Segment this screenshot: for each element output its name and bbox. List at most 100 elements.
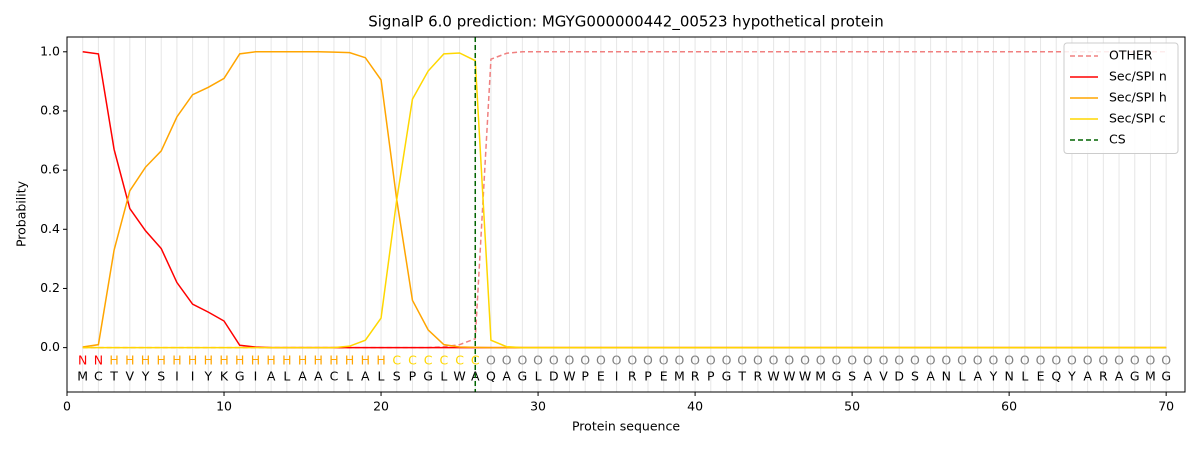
x-tick-label: 30 (530, 399, 546, 414)
residue: L (283, 369, 290, 384)
residue: E (1037, 369, 1045, 384)
residue: A (864, 369, 873, 384)
residue: P (409, 369, 417, 384)
residue: G (235, 369, 245, 384)
region-label: O (784, 353, 794, 368)
region-label: O (989, 353, 999, 368)
residue: P (644, 369, 652, 384)
region-label: O (831, 353, 841, 368)
y-tick-label: 1.0 (40, 43, 60, 58)
residue: A (926, 369, 935, 384)
region-label: O (1146, 353, 1156, 368)
residue: E (660, 369, 668, 384)
region-label: H (266, 353, 275, 368)
region-label: H (125, 353, 134, 368)
y-axis-label: Probability (14, 180, 29, 247)
x-tick-label: 0 (63, 399, 71, 414)
region-label: H (314, 353, 323, 368)
residue: L (1021, 369, 1028, 384)
residue: A (267, 369, 276, 384)
region-label: C (439, 353, 448, 368)
residue: A (1115, 369, 1124, 384)
residue: L (440, 369, 447, 384)
residue: A (361, 369, 370, 384)
residue: V (126, 369, 135, 384)
x-tick-label: 40 (687, 399, 703, 414)
region-label: H (251, 353, 260, 368)
region-label: O (863, 353, 873, 368)
residue: M (77, 369, 88, 384)
residue: Q (486, 369, 496, 384)
region-label: O (769, 353, 779, 368)
residue: R (691, 369, 700, 384)
residue: S (393, 369, 401, 384)
region-label: O (1036, 353, 1046, 368)
region-label: O (800, 353, 810, 368)
residue: S (157, 369, 165, 384)
region-label: O (1098, 353, 1108, 368)
region-label: H (188, 353, 197, 368)
residue: M (1145, 369, 1156, 384)
y-tick-label: 0.6 (40, 162, 60, 177)
region-label: H (235, 353, 244, 368)
region-label: H (345, 353, 354, 368)
residue: C (330, 369, 339, 384)
residue: R (1099, 369, 1108, 384)
plot-frame (66, 36, 1186, 393)
legend-label: CS (1109, 132, 1126, 147)
region-label: O (643, 353, 653, 368)
residue: K (220, 369, 229, 384)
residue: G (423, 369, 433, 384)
region-label: O (674, 353, 684, 368)
residue: W (799, 369, 811, 384)
residue: N (1004, 369, 1013, 384)
residue: V (879, 369, 888, 384)
residue: M (674, 369, 685, 384)
region-label: O (941, 353, 951, 368)
region-label: O (926, 353, 936, 368)
residue: M (815, 369, 826, 384)
residue: G (722, 369, 732, 384)
residue: W (767, 369, 779, 384)
region-label: O (706, 353, 716, 368)
residue: W (453, 369, 465, 384)
legend-label: Sec/SPI h (1109, 90, 1167, 105)
region-label: O (1020, 353, 1030, 368)
region-label: O (910, 353, 920, 368)
residue: Y (203, 369, 212, 384)
region-label: O (549, 353, 559, 368)
region-label: O (486, 353, 496, 368)
region-label: O (847, 353, 857, 368)
region-label: N (78, 353, 87, 368)
region-label: O (973, 353, 983, 368)
region-label: O (596, 353, 606, 368)
residue: R (754, 369, 763, 384)
region-label: O (753, 353, 763, 368)
region-label: C (455, 353, 464, 368)
region-label: O (659, 353, 669, 368)
residue: W (563, 369, 575, 384)
residue: I (191, 369, 195, 384)
region-label: O (894, 353, 904, 368)
residue: N (942, 369, 951, 384)
residue: P (707, 369, 715, 384)
series-line (82, 51, 1167, 349)
residue: G (518, 369, 528, 384)
region-label: H (361, 353, 370, 368)
residue: L (959, 369, 966, 384)
residue: I (615, 369, 619, 384)
region-label: H (376, 353, 385, 368)
x-tick-label: 10 (216, 399, 232, 414)
region-label: O (565, 353, 575, 368)
region-label: C (392, 353, 401, 368)
region-label: C (424, 353, 433, 368)
region-label: O (1114, 353, 1124, 368)
series-line (82, 52, 1167, 349)
region-label: O (1130, 353, 1140, 368)
residue: A (973, 369, 982, 384)
series-line (82, 51, 1167, 349)
legend-label: Sec/SPI c (1109, 111, 1166, 126)
region-label: O (1161, 353, 1171, 368)
residue: Y (141, 369, 150, 384)
